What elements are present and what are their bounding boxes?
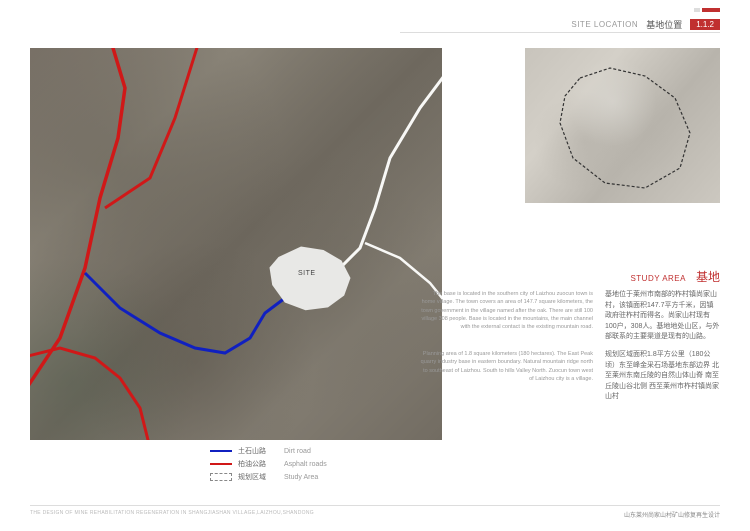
description-block-1: The base is located in the southern city… [418, 290, 720, 343]
aerial-detail-map [525, 48, 720, 203]
legend-asphalt-cn: 柏油公路 [238, 459, 278, 469]
header-accent-bar-2 [694, 8, 700, 12]
legend-study-area: 规划区域 Study Area [210, 472, 327, 482]
legend-dirt-en: Dirt road [284, 448, 311, 455]
legend-asphalt-en: Asphalt roads [284, 461, 327, 468]
study-title-cn: 基地 [696, 268, 720, 285]
description-block-2: Planning area of 1.8 square kilometers (… [418, 350, 720, 403]
main-site-map: SITE [30, 48, 442, 440]
study-area-outline [525, 48, 720, 203]
legend-dirt-cn: 土石山路 [238, 446, 278, 456]
legend-dirt-swatch [210, 450, 232, 452]
study-title-en: STUDY AREA [630, 274, 686, 283]
legend-asphalt-swatch [210, 463, 232, 465]
page-header: SITE LOCATION 基地位置 1.1.2 [571, 18, 720, 31]
map-legend: 土石山路 Dirt road 柏油公路 Asphalt roads 规划区域 S… [210, 446, 327, 485]
header-divider [400, 32, 720, 33]
para2-en: Planning area of 1.8 square kilometers (… [418, 350, 593, 403]
study-area-heading: STUDY AREA 基地 [630, 268, 720, 285]
asphalt-road-1 [30, 48, 125, 398]
roads-overlay [30, 48, 442, 440]
header-title-en: SITE LOCATION [571, 20, 638, 29]
para1-en: The base is located in the southern city… [418, 290, 593, 343]
footer-en: THE DESIGN OF MINE REHABILITATION REGENE… [30, 510, 314, 519]
header-badge: 1.1.2 [690, 19, 720, 30]
legend-asphalt-road: 柏油公路 Asphalt roads [210, 459, 327, 469]
legend-area-swatch [210, 473, 232, 481]
asphalt-road-3 [30, 348, 150, 440]
legend-area-en: Study Area [284, 474, 318, 481]
header-accent-bar [702, 8, 720, 12]
header-title-cn: 基地位置 [646, 18, 682, 31]
para1-cn: 基地位于莱州市南部的柞村镇尚家山村，该镇面积147.7平方千米，因镇政府驻柞村而… [605, 290, 720, 343]
footer-cn: 山东莱州尚家山村矿山修复再生设计 [624, 510, 720, 519]
legend-area-cn: 规划区域 [238, 472, 278, 482]
legend-dirt-road: 土石山路 Dirt road [210, 446, 327, 456]
dashed-boundary [560, 68, 690, 188]
page-footer: THE DESIGN OF MINE REHABILITATION REGENE… [30, 505, 720, 519]
site-label: SITE [298, 270, 316, 277]
dirt-road [85, 273, 285, 353]
para2-cn: 规划区域面积1.8平方公里（180公顷）东至峰金采石场基地东部边界 北至莱州东南… [605, 350, 720, 403]
